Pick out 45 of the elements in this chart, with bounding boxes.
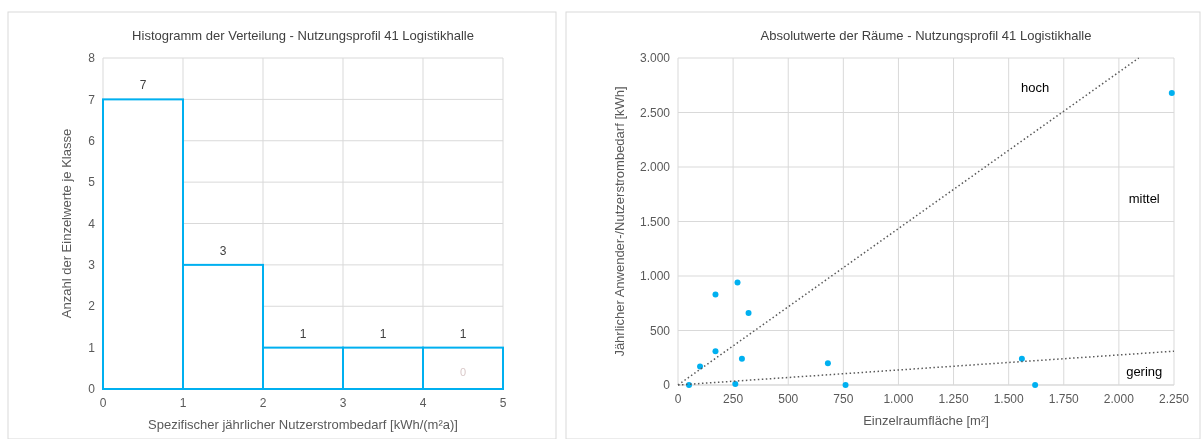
y-axis-title: Jährlicher Anwender-/Nutzerstrombedarf [kWh]: [612, 86, 627, 357]
data-label: 1: [379, 326, 387, 341]
x-tick-label: 4: [419, 396, 427, 410]
y-tick-label: 1.500: [639, 214, 671, 229]
x-tick-label: 5: [499, 396, 507, 410]
y-tick-label: 1.000: [639, 269, 671, 284]
x-axis-title: Einzelraumfläche [m²]: [863, 413, 989, 428]
y-tick-label: 6: [88, 133, 96, 148]
x-tick-label: 3: [339, 396, 347, 410]
y-tick-label: 3.000: [639, 51, 671, 66]
x-tick-label: 1.500: [993, 392, 1025, 406]
x-axis-title: Spezifischer jährlicher Nutzerstrombedarf [kWh/(m²a)]: [148, 417, 458, 432]
y-tick-label: 4: [88, 216, 96, 231]
x-tick-label: 750: [833, 392, 854, 406]
x-tick-label: 250: [723, 392, 744, 406]
y-tick-label: 500: [649, 323, 671, 338]
y-tick-label: 7: [88, 92, 96, 107]
data-label: 7: [139, 78, 147, 93]
y-tick-label: 1: [88, 340, 96, 355]
y-tick-label: 3: [88, 258, 96, 273]
chart-title: Absolutwerte der Räume - Nutzungsprofil 41 Logistikhalle: [760, 28, 1092, 43]
x-tick-label: 1.750: [1048, 392, 1080, 406]
y-tick-label: 0: [663, 378, 671, 393]
annotation: mittel: [1128, 191, 1160, 207]
chart-title: Histogramm der Verteilung - Nutzungsprofil 41 Logistikhalle: [132, 28, 474, 43]
data-label: 1: [459, 326, 467, 341]
annotation: gering: [1126, 364, 1163, 380]
x-tick-label: 1: [179, 396, 187, 410]
y-tick-label: 2.500: [639, 105, 671, 120]
data-label: 1: [299, 326, 307, 341]
y-axis-title: Anzahl der Einzelwerte je Klasse: [59, 128, 74, 319]
annotation: hoch: [1021, 79, 1050, 95]
y-tick-label: 5: [88, 175, 96, 190]
x-tick-label: 2.250: [1158, 392, 1190, 406]
x-tick-label: 1.000: [883, 392, 914, 406]
x-tick-label: 1.250: [938, 392, 969, 406]
x-tick-label: 500: [778, 392, 799, 406]
x-tick-label: 0: [99, 396, 107, 410]
y-tick-label: 8: [88, 51, 96, 66]
y-tick-label: 2: [88, 299, 96, 314]
x-tick-label: 0: [674, 392, 682, 406]
x-tick-label: 2.000: [1103, 392, 1135, 406]
y-tick-label: 2.000: [639, 160, 671, 175]
x-tick-label: 2: [259, 396, 267, 410]
data-label: 3: [219, 243, 227, 258]
